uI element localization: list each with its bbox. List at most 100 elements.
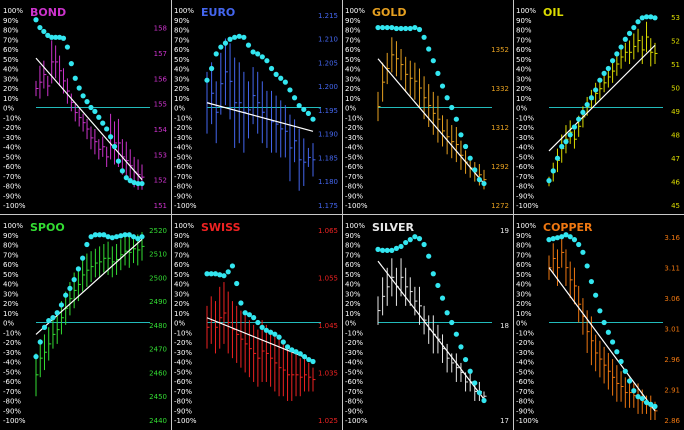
left-tick-label: 90% [345, 232, 361, 240]
right-tick-label: 153 [154, 151, 167, 159]
oscillator-point [68, 61, 74, 67]
oscillator-point [127, 178, 133, 184]
oscillator-point [626, 30, 633, 36]
oscillator-point [236, 33, 242, 39]
left-tick-label: -50% [516, 368, 534, 376]
right-tick-label: 156 [154, 75, 168, 83]
left-tick-label: 90% [174, 232, 190, 240]
chart-panel-spoo: 100% 90% 80%70% 60% 50% 40%30% 20% 10% 0%-10% -20… [3, 221, 167, 425]
left-tick-label: -80% [345, 183, 363, 191]
oscillator-point [297, 351, 303, 357]
oscillator-point [403, 239, 409, 246]
oscillator-point [416, 26, 423, 33]
oscillator-point [439, 83, 446, 89]
left-tick-label: 20% [516, 85, 532, 93]
left-tick-label: -30% [345, 134, 363, 142]
oscillator-point [84, 241, 90, 248]
right-tick-label: 2500 [149, 274, 167, 282]
left-tick-label: 100% [3, 222, 23, 230]
oscillator-point [263, 327, 269, 333]
oscillator-point [435, 70, 441, 76]
chart-panel-gold: 100% 90% 80%70% 60% 50% 40%30% 20% 10% 0%-10% -20… [345, 6, 509, 210]
oscillator-point [246, 312, 252, 318]
left-tick-label: -60% [174, 378, 192, 386]
right-tick-label: 1.215 [318, 12, 338, 20]
oscillator-point [80, 255, 86, 261]
chart-panel-swiss: 100% 90% 80%70% 60% 50% 40%30% 20% 10% 0%-10% -20… [174, 221, 338, 425]
trend-line [548, 44, 656, 152]
left-tick-label: 90% [174, 17, 190, 25]
left-tick-label: -90% [345, 407, 363, 415]
left-tick-label: 60% [516, 46, 532, 54]
right-tick-label: 1312 [491, 124, 509, 132]
right-tick-label: 52 [671, 38, 680, 46]
oscillator-point [593, 87, 599, 93]
right-tick-label: 2.91 [664, 387, 680, 395]
chart-title: SPOO [30, 221, 65, 234]
oscillator-point [37, 24, 43, 31]
oscillator-point [580, 109, 586, 115]
oscillator-point [635, 19, 641, 25]
oscillator-point [135, 236, 141, 242]
left-tick-label: 40% [3, 66, 19, 74]
trend-line [377, 58, 485, 184]
oscillator-point [92, 108, 98, 114]
oscillator-point [242, 310, 248, 316]
left-tick-label: -20% [3, 339, 21, 347]
oscillator-point [439, 295, 446, 301]
left-tick-label: -50% [174, 153, 192, 161]
left-tick-label: 20% [3, 85, 19, 93]
left-tick-label: -70% [516, 388, 534, 396]
oscillator-point [282, 79, 288, 85]
oscillator-point [296, 102, 302, 109]
left-tick-label: -30% [174, 134, 192, 142]
left-tick-label: 30% [174, 75, 190, 83]
left-tick-label: 60% [345, 261, 361, 269]
oscillator-point [278, 75, 284, 81]
left-tick-label: -20% [3, 124, 21, 132]
oscillator-point [393, 245, 400, 251]
left-tick-label: 0% [516, 320, 527, 328]
oscillator-point [412, 24, 418, 31]
right-tick-label: 1.205 [318, 59, 338, 67]
right-tick-label: 45 [671, 202, 680, 210]
oscillator-point [631, 24, 637, 31]
left-tick-label: -20% [345, 339, 363, 347]
left-tick-label: -10% [3, 114, 21, 122]
oscillator-point [614, 51, 620, 57]
oscillator-point [204, 271, 210, 277]
left-tick-label: 0% [345, 105, 356, 113]
right-tick-label: 151 [154, 202, 167, 210]
left-tick-label: -100% [345, 202, 368, 210]
oscillator-point [111, 143, 118, 150]
left-tick-label: 80% [516, 242, 532, 250]
left-tick-label: 0% [174, 105, 185, 113]
right-tick-label: 1.065 [318, 227, 338, 235]
oscillator-point [449, 319, 455, 326]
oscillator-point [41, 324, 48, 330]
left-tick-label: -60% [516, 378, 534, 386]
oscillator-point [626, 378, 633, 384]
left-tick-label: 10% [345, 95, 361, 103]
left-tick-label: -80% [3, 183, 21, 191]
right-tick-label: 1.055 [318, 274, 338, 282]
right-tick-label: 1272 [491, 202, 509, 210]
left-tick-label: 20% [345, 85, 361, 93]
oscillator-point [227, 36, 233, 42]
chart-panel-copper: 100% 90% 80%70% 60% 50% 40%30% 20% 10% 0%-10% -20… [516, 221, 681, 425]
oscillator-point [472, 167, 478, 173]
oscillator-point [45, 32, 51, 38]
right-tick-label: 3.06 [664, 295, 680, 303]
oscillator-point [652, 15, 658, 21]
left-tick-label: 100% [174, 222, 194, 230]
oscillator-point [375, 246, 381, 252]
trend-line [206, 102, 314, 132]
left-tick-label: -90% [3, 192, 21, 200]
chart-title: SWISS [201, 221, 241, 234]
left-tick-label: -40% [516, 359, 534, 367]
oscillator-point [107, 134, 114, 140]
oscillator-point [643, 399, 650, 406]
left-tick-label: -80% [345, 398, 363, 406]
oscillator-point [430, 58, 436, 64]
left-tick-label: 60% [3, 261, 19, 269]
